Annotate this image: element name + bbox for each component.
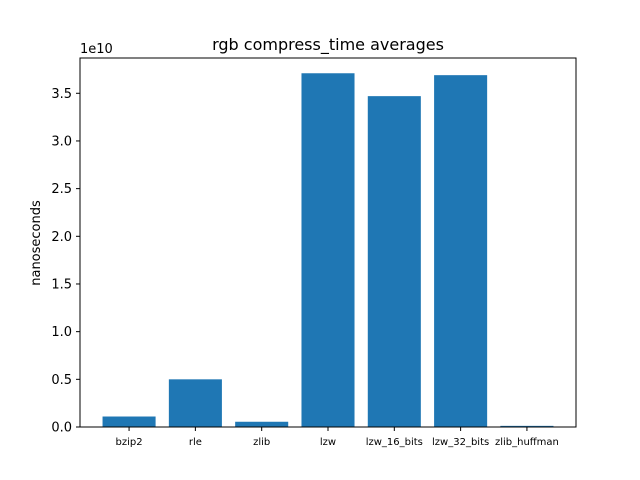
y-tick-label: 1.5 — [51, 277, 72, 292]
x-tick-label: lzw — [320, 437, 336, 448]
bar-lzw_16_bits — [367, 96, 421, 428]
x-tick-label: bzip2 — [116, 437, 143, 448]
x-tick-label: lzw_32_bits — [432, 437, 489, 448]
y-tick-label: 0.0 — [51, 421, 72, 436]
y-tick-label: 2.5 — [51, 182, 72, 197]
y-tick-label: 0.5 — [51, 373, 72, 388]
chart-title: rgb compress_time averages — [212, 35, 444, 55]
bar-lzw_32_bits — [434, 75, 488, 428]
y-axis-label: nanoseconds — [29, 200, 44, 286]
x-axis-ticks: bzip2 rle zlib lzw lzw_16_bits lzw_32_bits zli… — [116, 427, 559, 448]
bars-layer — [102, 73, 554, 428]
plot-area-frame — [79, 57, 577, 428]
bar-lzw — [301, 73, 355, 428]
y-axis-offset-label: 1e10 — [80, 42, 113, 57]
y-tick-label: 2.0 — [51, 230, 72, 245]
y-tick-label: 1.0 — [51, 325, 72, 340]
bar-bzip2 — [102, 416, 156, 427]
x-tick-label: lzw_16_bits — [366, 437, 423, 448]
y-axis-ticks: 0.0 0.5 1.0 1.5 2.0 2.5 3.0 3.5 — [51, 87, 80, 436]
bar-rle — [168, 379, 222, 427]
y-tick-label: 3.0 — [51, 134, 72, 149]
bar-zlib_huffman — [500, 425, 554, 427]
y-tick-label: 3.5 — [51, 87, 72, 102]
x-tick-label: zlib — [253, 437, 270, 448]
x-tick-label: rle — [189, 437, 202, 448]
x-tick-label: zlib_huffman — [495, 437, 559, 448]
bar-zlib — [235, 421, 289, 427]
